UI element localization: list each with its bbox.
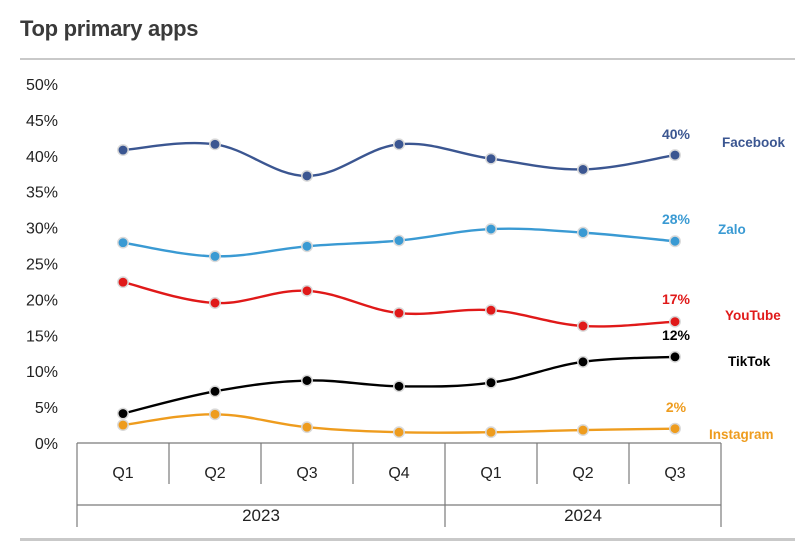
facebook-point <box>577 163 589 176</box>
facebook-point <box>209 138 221 151</box>
y-tick-label: 35% <box>26 185 58 202</box>
zalo-point <box>393 234 405 247</box>
youtube-point <box>577 320 589 332</box>
facebook-point <box>117 144 129 157</box>
tiktok-point <box>209 385 221 398</box>
tiktok-point <box>669 350 681 363</box>
tiktok-series-label: TikTok <box>728 354 771 369</box>
y-tick-label: 0% <box>35 436 58 453</box>
bottom-divider <box>20 538 795 541</box>
tiktok-point <box>393 380 405 393</box>
x-tick-label: Q4 <box>388 465 409 482</box>
y-tick-label: 50% <box>26 77 58 94</box>
y-tick-label: 20% <box>26 292 58 309</box>
tiktok-point <box>485 376 497 389</box>
y-tick-label: 15% <box>26 328 58 345</box>
x-tick-label: Q3 <box>664 465 685 482</box>
facebook-series-label: Facebook <box>722 135 786 150</box>
tiktok-point <box>577 355 589 368</box>
instagram-point <box>209 408 221 421</box>
x-tick-label: Q1 <box>112 465 133 482</box>
label-layer: 40% Facebook 28% Zalo 17% YouTube 12% TikTok 2% I… <box>662 126 786 442</box>
year-group-label: 2024 <box>564 506 602 525</box>
x-tick-label: Q2 <box>204 465 225 482</box>
x-tick-label: Q1 <box>480 465 501 482</box>
zalo-point <box>485 223 497 235</box>
facebook-point <box>669 149 681 162</box>
instagram-point <box>577 424 589 437</box>
facebook-end-value-label: 40% <box>662 126 691 142</box>
instagram-point <box>301 421 313 434</box>
zalo-end-value-label: 28% <box>662 211 691 227</box>
zalo-point <box>209 250 221 263</box>
youtube-point <box>117 276 129 289</box>
y-tick-label: 40% <box>26 149 58 166</box>
axis-layer: 0% 5% 10% 15% 20% 25% 30% 35% 40% 45% 50% Q1 Q2 Q3 Q4 Q… <box>26 77 722 527</box>
y-tick-label: 45% <box>26 113 58 130</box>
zalo-point <box>577 226 589 239</box>
y-tick-label: 30% <box>26 221 58 238</box>
youtube-end-value-label: 17% <box>662 291 691 307</box>
zalo-point <box>301 240 313 253</box>
y-tick-label: 10% <box>26 364 58 381</box>
facebook-point <box>485 152 497 165</box>
instagram-point <box>485 426 497 439</box>
youtube-series-label: YouTube <box>725 308 781 323</box>
instagram-point <box>117 419 129 431</box>
year-group-label: 2023 <box>242 506 280 525</box>
zalo-series-label: Zalo <box>718 222 746 237</box>
youtube-point <box>209 297 221 309</box>
y-tick-label: 5% <box>35 400 58 417</box>
y-tick-label: 25% <box>26 257 58 274</box>
zalo-point <box>117 236 129 249</box>
tiktok-point <box>117 407 129 420</box>
facebook-point <box>301 169 313 182</box>
youtube-point <box>669 315 681 328</box>
series-layer <box>117 138 681 439</box>
youtube-line <box>122 280 676 328</box>
youtube-point <box>485 304 497 317</box>
chart-title: Top primary apps <box>20 16 199 41</box>
x-tick-label: Q3 <box>296 465 317 482</box>
youtube-point <box>393 307 405 319</box>
zalo-point <box>669 235 681 248</box>
instagram-series-label: Instagram <box>709 427 774 442</box>
top-divider <box>20 58 795 60</box>
instagram-point <box>393 426 405 439</box>
x-tick-label: Q2 <box>572 465 593 482</box>
facebook-point <box>393 138 405 151</box>
instagram-end-value-label: 2% <box>666 399 687 415</box>
tiktok-end-value-label: 12% <box>662 327 691 343</box>
instagram-point <box>669 422 681 435</box>
youtube-point <box>301 284 313 297</box>
tiktok-point <box>301 374 313 387</box>
